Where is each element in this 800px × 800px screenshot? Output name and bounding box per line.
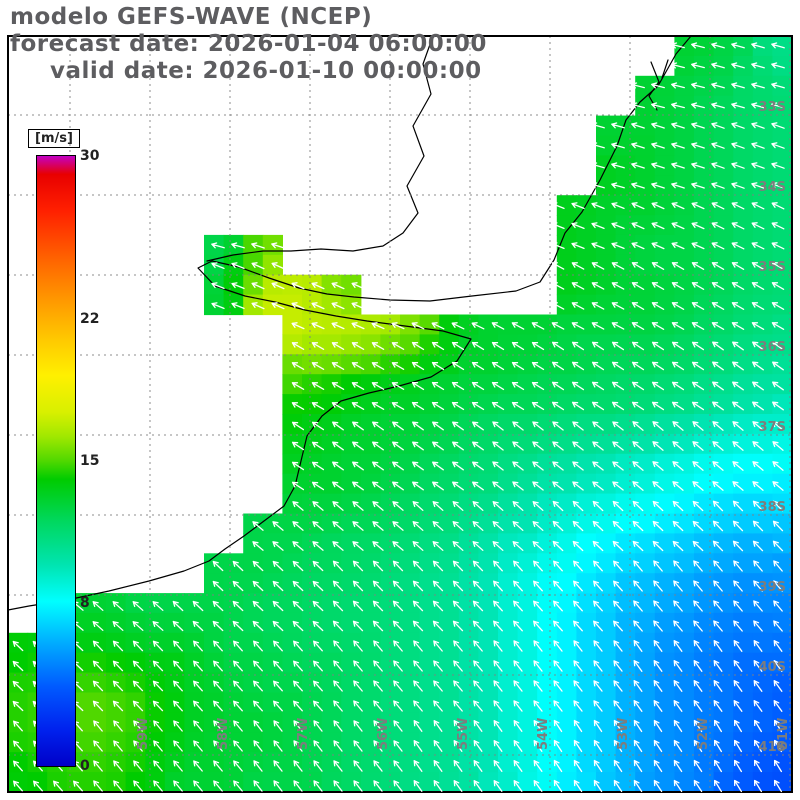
legend-tick-label: 8 — [80, 595, 90, 612]
lon-label: 56W — [376, 718, 391, 750]
lat-label: 37S — [759, 420, 786, 435]
coastline-path — [648, 61, 660, 111]
lat-label: 35S — [759, 260, 786, 275]
lat-label: 39S — [759, 580, 786, 595]
forecast-date: forecast date: 2026-01-04 06:00:00 — [10, 31, 487, 57]
lon-label: 57W — [296, 718, 311, 750]
model-title: modelo GEFS-WAVE (NCEP) — [10, 4, 373, 30]
legend-gradient-bar — [36, 155, 76, 767]
lat-label: 40S — [759, 660, 786, 675]
lon-label: 59W — [136, 718, 151, 750]
lon-label: 51W — [776, 718, 791, 750]
title-block: modelo GEFS-WAVE (NCEP) forecast date: 2… — [10, 4, 487, 85]
valid-date: valid date: 2026-01-10 00:00:00 — [50, 58, 482, 84]
coastline-path — [7, 35, 692, 611]
lat-label: 33S — [759, 100, 786, 115]
coastline-path — [661, 59, 669, 79]
lon-label: 55W — [456, 718, 471, 750]
legend-tick-label: 22 — [80, 310, 100, 327]
legend-tick-label: 0 — [80, 758, 90, 774]
lon-label: 52W — [696, 718, 711, 750]
lat-label: 34S — [759, 180, 786, 195]
lat-label: 36S — [759, 340, 786, 355]
legend-tick-label: 30 — [80, 148, 100, 164]
coastline-path — [206, 35, 434, 262]
wave-direction-arrows-layer — [12, 42, 785, 793]
coastline-layer — [7, 35, 692, 611]
lon-label: 58W — [216, 718, 231, 750]
legend-tick-label: 15 — [80, 453, 100, 469]
lon-label: 53W — [616, 718, 631, 750]
lat-label: 41S — [759, 740, 786, 755]
field-cells-layer — [8, 36, 793, 793]
lon-label: 54W — [536, 718, 551, 750]
legend-unit-label: [m/s] — [28, 129, 80, 148]
lat-label: 38S — [759, 500, 786, 515]
map-frame — [7, 35, 793, 793]
